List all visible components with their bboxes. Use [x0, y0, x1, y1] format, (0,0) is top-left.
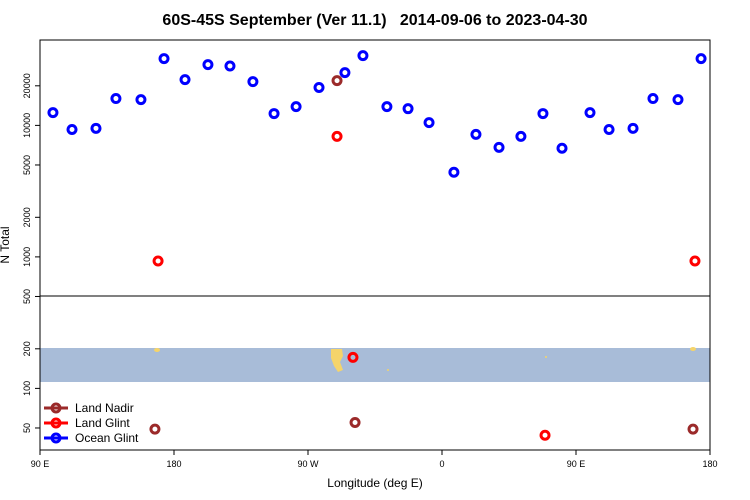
land-patch	[690, 347, 696, 351]
point	[689, 255, 701, 267]
point	[179, 74, 191, 86]
point	[290, 101, 302, 113]
point	[313, 82, 325, 94]
point	[627, 122, 639, 134]
point	[224, 60, 236, 72]
point	[672, 94, 684, 106]
land-patch	[545, 356, 547, 358]
x-axis-label: Longitude (deg E)	[327, 476, 422, 490]
point	[66, 124, 78, 136]
point	[695, 53, 707, 65]
y-tick-label: 200	[22, 341, 32, 356]
point	[202, 59, 214, 71]
point	[349, 417, 361, 429]
point	[149, 423, 161, 435]
land-patch	[387, 369, 389, 371]
y-tick-label: 100	[22, 381, 32, 396]
y-tick-label: 5000	[22, 155, 32, 175]
plot-frame	[39, 39, 711, 451]
point	[47, 107, 59, 119]
chart-title: 60S-45S September (Ver 11.1) 2014-09-06 …	[162, 12, 587, 29]
legend-label: Ocean Glint	[75, 431, 139, 445]
point	[687, 423, 699, 435]
y-tick-label: 20000	[22, 73, 32, 98]
y-tick-label: 500	[22, 289, 32, 304]
point	[90, 122, 102, 134]
point	[247, 76, 259, 88]
x-tick-label: 0	[439, 459, 444, 469]
point	[110, 93, 122, 105]
point	[268, 108, 280, 120]
point	[331, 75, 343, 87]
land-patch	[331, 349, 343, 372]
y-tick-label: 2000	[22, 207, 32, 227]
x-tick-label: 180	[166, 459, 181, 469]
x-tick-label: 90 E	[567, 459, 586, 469]
land-patch	[154, 348, 160, 352]
point	[539, 429, 551, 441]
legend-label: Land Glint	[75, 416, 130, 430]
y-tick-label: 1000	[22, 247, 32, 267]
legend-label: Land Nadir	[75, 401, 134, 415]
point	[381, 101, 393, 113]
point	[470, 128, 482, 140]
point	[584, 107, 596, 119]
point	[152, 255, 164, 267]
y-axis-label: N Total	[0, 226, 12, 263]
x-tick-label: 180	[702, 459, 717, 469]
ocean-band	[40, 348, 710, 382]
legend-marker	[50, 432, 62, 444]
point	[357, 50, 369, 62]
point	[556, 142, 568, 154]
point	[537, 108, 549, 120]
point	[423, 117, 435, 129]
point	[448, 166, 460, 178]
point	[331, 130, 343, 142]
map-strip	[40, 347, 710, 382]
point	[647, 93, 659, 105]
y-tick-label: 50	[22, 423, 32, 433]
legend-marker	[50, 402, 62, 414]
point	[347, 351, 359, 363]
point	[493, 141, 505, 153]
point	[339, 67, 351, 79]
point	[158, 53, 170, 65]
point	[603, 124, 615, 136]
point	[515, 130, 527, 142]
x-tick-label: 90 E	[31, 459, 50, 469]
point	[402, 103, 414, 115]
x-tick-label: 90 W	[297, 459, 319, 469]
legend-marker	[50, 417, 62, 429]
y-tick-label: 10000	[22, 113, 32, 138]
point	[135, 94, 147, 106]
